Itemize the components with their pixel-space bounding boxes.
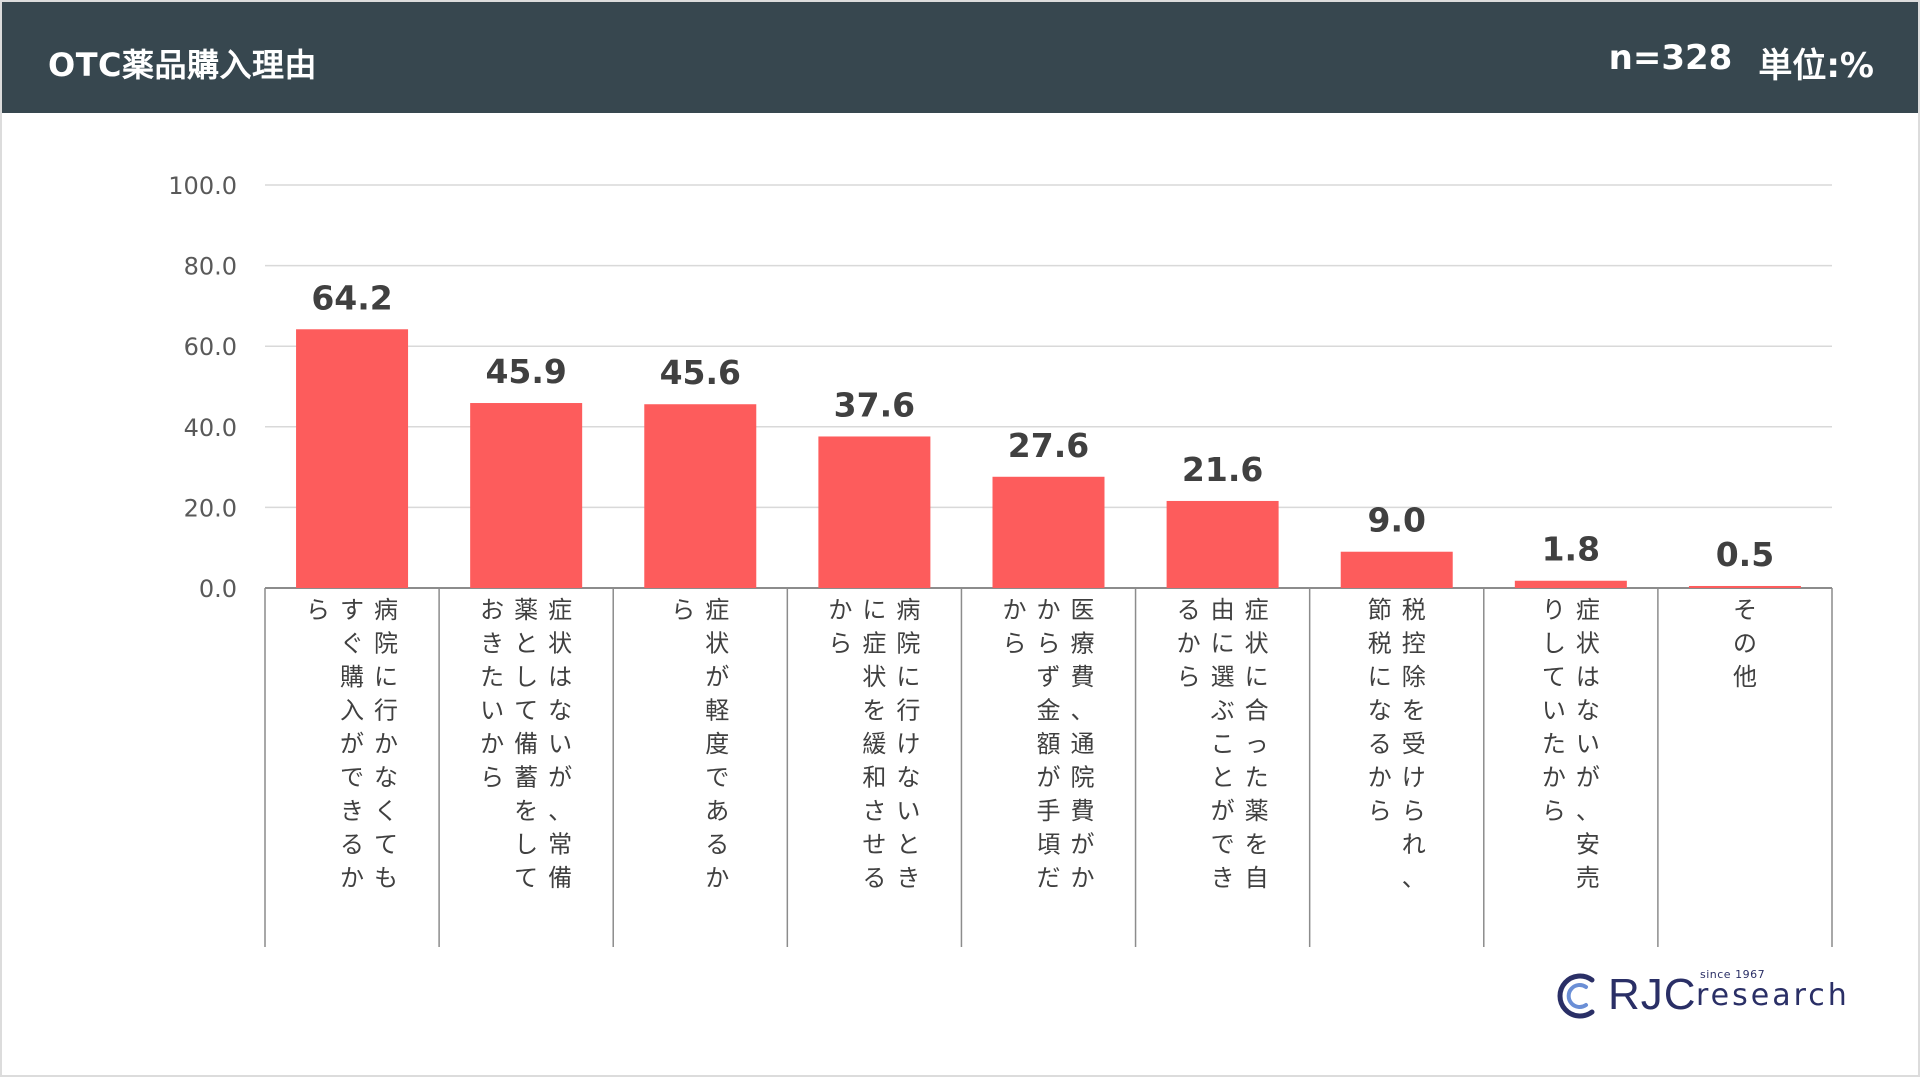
category-label: 症状はないが、常備薬として備蓄をしておきたいから: [480, 596, 572, 892]
category-label: 医療費、通院費がかからず金額が手頃だから: [1003, 596, 1095, 892]
y-tick-label: 40.0: [184, 414, 237, 442]
data-label: 37.6: [834, 385, 915, 424]
logo-rjc-text: RJC: [1608, 970, 1697, 1019]
bar: [1688, 585, 1801, 588]
y-tick-label: 20.0: [184, 494, 237, 522]
page-title: OTC薬品購入理由: [48, 46, 318, 84]
bar: [818, 436, 931, 588]
header-bar: OTC薬品購入理由 n=328 単位:%: [2, 2, 1918, 113]
y-tick-label: 0.0: [199, 575, 237, 603]
y-tick-label: 80.0: [184, 253, 237, 281]
category-label: 病院に行けないときに症状を緩和させるから: [828, 596, 920, 892]
bar: [1514, 580, 1627, 588]
category-label: 症状が軽度であるから: [671, 596, 729, 892]
bar: [992, 476, 1105, 588]
rjc-logo-mark-icon: [1557, 973, 1595, 1019]
data-label: 45.9: [485, 352, 566, 391]
category-label: 病院に行かなくてもすぐ購入ができるから: [306, 596, 398, 892]
category-label: 症状に合った薬を自由に選ぶことができるから: [1177, 596, 1269, 892]
rjc-research-logo: RJC since 1967 research: [1554, 968, 1854, 1024]
bar: [1166, 500, 1279, 588]
category-label: 税控除を受けられ、節税になるから: [1368, 596, 1426, 892]
y-tick-label: 100.0: [168, 172, 237, 200]
data-label: 64.2: [311, 278, 392, 317]
bar: [470, 403, 583, 588]
category-label: その他: [1733, 596, 1757, 691]
y-tick-label: 60.0: [184, 333, 237, 361]
logo-research-text: research: [1696, 978, 1850, 1013]
data-label: 1.8: [1542, 530, 1600, 569]
bar: [644, 404, 757, 588]
data-label: 21.6: [1182, 450, 1263, 489]
logo-since-text: since 1967: [1700, 968, 1766, 981]
category-label: 症状はないが、安売りしていたから: [1542, 596, 1600, 892]
data-label: 27.6: [1008, 426, 1089, 465]
unit-label: 単位:%: [1758, 46, 1874, 86]
data-label: 0.5: [1716, 535, 1774, 574]
bar: [1340, 551, 1453, 588]
data-label: 9.0: [1367, 501, 1425, 540]
bar: [296, 329, 409, 588]
sample-size-label: n=328: [1608, 38, 1733, 78]
header-meta: n=328 単位:%: [1609, 38, 1874, 87]
data-label: 45.6: [660, 353, 741, 392]
